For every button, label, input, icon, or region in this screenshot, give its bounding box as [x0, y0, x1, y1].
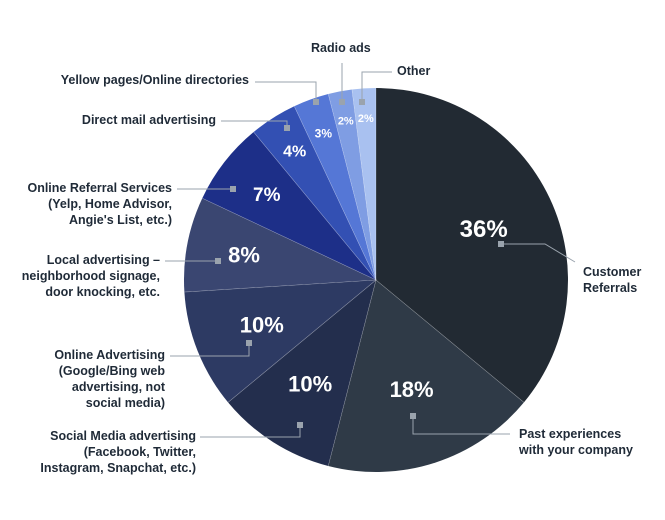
slice-value-label-2: 10% [288, 371, 332, 396]
slice-value-label-8: 2% [338, 116, 354, 128]
leader-dot-2 [297, 422, 303, 428]
slice-category-label-5: Online Referral Services (Yelp, Home Advi… [27, 181, 172, 227]
pie-slice-9 [351, 88, 376, 280]
pie-slice-8 [328, 89, 376, 280]
slice-separator-8 [327, 93, 377, 281]
pie-slice-1 [328, 280, 524, 472]
pie-slice-4 [184, 198, 376, 293]
pie-category-labels: Customer Referrals Past experiences with yo… [22, 41, 642, 475]
leader-line-2 [200, 425, 301, 438]
leader-line-3 [170, 343, 250, 357]
pie-slice-6 [253, 106, 376, 280]
slice-category-label-9: Other [397, 64, 430, 78]
slice-separator-2 [327, 279, 377, 467]
leader-line-1 [412, 416, 510, 435]
slice-value-label-1: 18% [390, 377, 434, 402]
slice-category-label-8: Radio ads [311, 41, 371, 55]
leader-dot-1 [410, 413, 416, 419]
pie-slice-5 [202, 132, 376, 280]
leader-dot-4 [215, 258, 221, 264]
slice-category-label-4: Local advertising – neighborhood signage,… [22, 253, 160, 299]
leader-dot-5 [230, 186, 236, 192]
pie-slice-0 [376, 88, 568, 403]
slice-category-label-6: Direct mail advertising [82, 113, 216, 127]
pie-slice-2 [228, 280, 376, 466]
slice-separator-4 [184, 279, 377, 293]
slice-value-label-9: 2% [358, 113, 374, 125]
leader-dot-3 [246, 340, 252, 346]
leader-line-7 [255, 81, 317, 102]
slice-category-label-7: Yellow pages/Online directories [61, 73, 249, 87]
slice-value-label-7: 3% [315, 127, 333, 141]
slice-separator-6 [253, 131, 377, 281]
pie-slice-3 [184, 280, 376, 403]
slice-category-label-2: Social Media advertising (Facebook, Twitt… [40, 429, 196, 475]
pie-slices [184, 88, 568, 472]
slice-value-label-4: 8% [228, 242, 260, 267]
slice-value-label-5: 7% [253, 185, 281, 206]
slice-category-label-1: Past experiences with your company [518, 427, 633, 457]
leader-dot-0 [498, 241, 504, 247]
slice-separator-5 [202, 197, 377, 281]
leader-dot-6 [284, 125, 290, 131]
slice-value-label-0: 36% [460, 216, 508, 243]
slice-category-label-0: Customer Referrals [583, 265, 641, 295]
slice-value-label-3: 10% [240, 313, 284, 338]
leader-dot-7 [313, 99, 319, 105]
slice-separator-3 [227, 279, 377, 403]
slice-category-label-3: Online Advertising (Google/Bing web advert… [54, 348, 165, 410]
pie-slice-7 [294, 94, 376, 280]
leader-line-0 [501, 243, 576, 263]
leader-dot-9 [359, 99, 365, 105]
slice-separator-9 [351, 89, 377, 281]
leader-dot-8 [339, 99, 345, 105]
slice-value-label-6: 4% [283, 143, 306, 160]
leader-line-9 [361, 71, 392, 102]
slice-separator-7 [293, 106, 377, 281]
slice-separator-1 [375, 279, 525, 403]
pie-value-labels: 36% 18% 10% 10% 8% 7% 4% 3% 2% 2% [228, 113, 508, 402]
